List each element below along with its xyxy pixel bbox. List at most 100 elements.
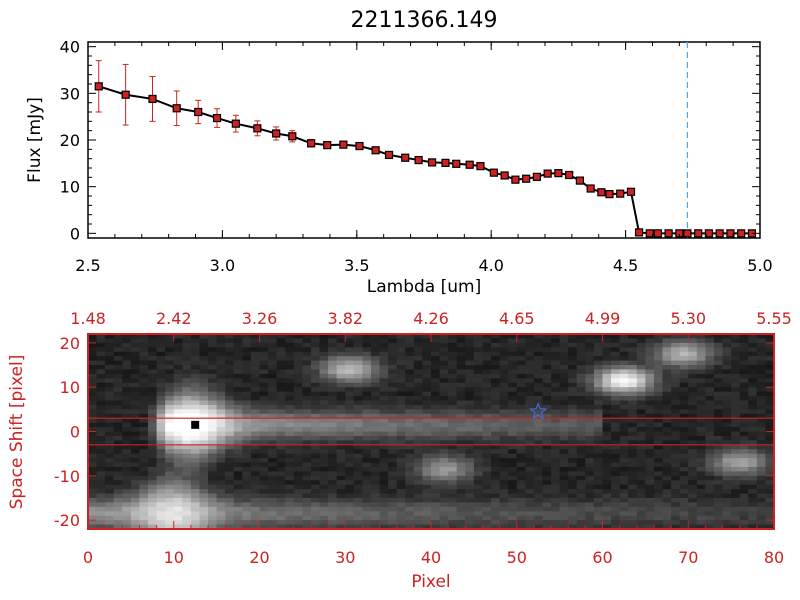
image-cell: [645, 484, 655, 490]
image-cell: [208, 373, 218, 379]
image-cell: [431, 484, 440, 490]
image-cell: [139, 453, 149, 459]
image-cell: [568, 440, 578, 446]
image-cell: [182, 347, 192, 353]
image-cell: [473, 396, 483, 401]
image-cell: [105, 449, 115, 455]
image-cell: [748, 484, 758, 490]
image-cell: [722, 422, 732, 428]
image-cell: [293, 378, 303, 384]
image-cell: [551, 347, 561, 353]
image-cell: [413, 493, 423, 499]
image-cell: [422, 396, 432, 401]
image-cell: [696, 422, 706, 428]
image-cell: [319, 400, 329, 406]
image-cell: [628, 342, 638, 348]
image-cell: [431, 369, 440, 375]
image-cell: [636, 387, 646, 393]
image-cell: [525, 520, 535, 525]
image-cell: [636, 515, 646, 521]
image-cell: [533, 356, 543, 361]
image-cell: [190, 444, 200, 450]
image-cell: [756, 466, 766, 472]
image-cell: [165, 475, 175, 481]
image-cell: [182, 409, 192, 415]
image-cell: [551, 515, 561, 521]
image-cell: [508, 427, 518, 432]
image-cell: [388, 338, 398, 344]
image-cell: [233, 480, 243, 486]
image-cell: [748, 404, 758, 410]
image-cell: [310, 378, 320, 384]
image-cell: [688, 458, 698, 463]
image-cell: [422, 506, 432, 512]
image-cell: [276, 524, 286, 530]
image-cell: [722, 413, 732, 419]
image-cell: [491, 435, 500, 441]
image-cell: [671, 400, 681, 406]
image-cell: [585, 453, 595, 459]
image-cell: [431, 334, 440, 339]
image-cell: [636, 462, 646, 468]
image-cell: [113, 458, 123, 463]
image-cell: [336, 497, 346, 503]
image-cell: [148, 404, 157, 410]
image-cell: [122, 471, 132, 477]
image-cell: [662, 347, 672, 353]
image-cell: [319, 418, 329, 424]
image-cell: [473, 480, 483, 486]
image-cell: [268, 342, 278, 348]
image-cell: [345, 497, 355, 503]
image-cell: [559, 418, 569, 424]
image-cell: [396, 489, 406, 494]
image-cell: [722, 369, 732, 375]
image-cell: [491, 449, 500, 455]
image-cell: [559, 351, 569, 357]
image-cell: [593, 524, 603, 530]
image-cell: [302, 338, 312, 344]
image-cell: [345, 511, 355, 517]
image-cell: [139, 400, 149, 406]
image-cell: [516, 480, 526, 486]
image-cell: [748, 493, 758, 499]
image-cell: [353, 409, 363, 415]
image-cell: [276, 480, 286, 486]
image-cell: [516, 404, 526, 410]
image-cell: [242, 400, 252, 406]
image-cell: [653, 471, 663, 477]
image-cell: [208, 520, 218, 525]
image-cell: [413, 489, 423, 494]
image-cell: [439, 520, 449, 525]
image-cell: [388, 515, 398, 521]
image-cell: [628, 466, 638, 472]
image-cell: [233, 444, 243, 450]
image-cell: [559, 391, 569, 397]
image-cell: [602, 418, 612, 424]
image-cell: [250, 497, 260, 503]
image-cell: [370, 369, 380, 375]
image-cell: [688, 418, 698, 424]
image-cell: [525, 440, 535, 446]
image-cell: [516, 449, 526, 455]
image-cell: [662, 356, 672, 361]
image-cell: [525, 511, 535, 517]
image-cell: [122, 515, 132, 521]
image-cell: [568, 351, 578, 357]
image-cell: [285, 369, 295, 375]
image-cell: [422, 382, 432, 388]
image-cell: [482, 373, 492, 379]
image-cell: [362, 502, 372, 508]
image-cell: [310, 466, 320, 472]
image-cell: [568, 360, 578, 366]
image-cell: [413, 378, 423, 384]
image-cell: [491, 520, 500, 525]
image-cell: [250, 404, 260, 410]
image-cell: [516, 342, 526, 348]
image-cell: [370, 396, 380, 401]
image-cell: [619, 440, 629, 446]
image-cell: [105, 453, 115, 459]
image-cell: [130, 489, 140, 494]
image-cell: [731, 369, 741, 375]
image-cell: [370, 351, 380, 357]
